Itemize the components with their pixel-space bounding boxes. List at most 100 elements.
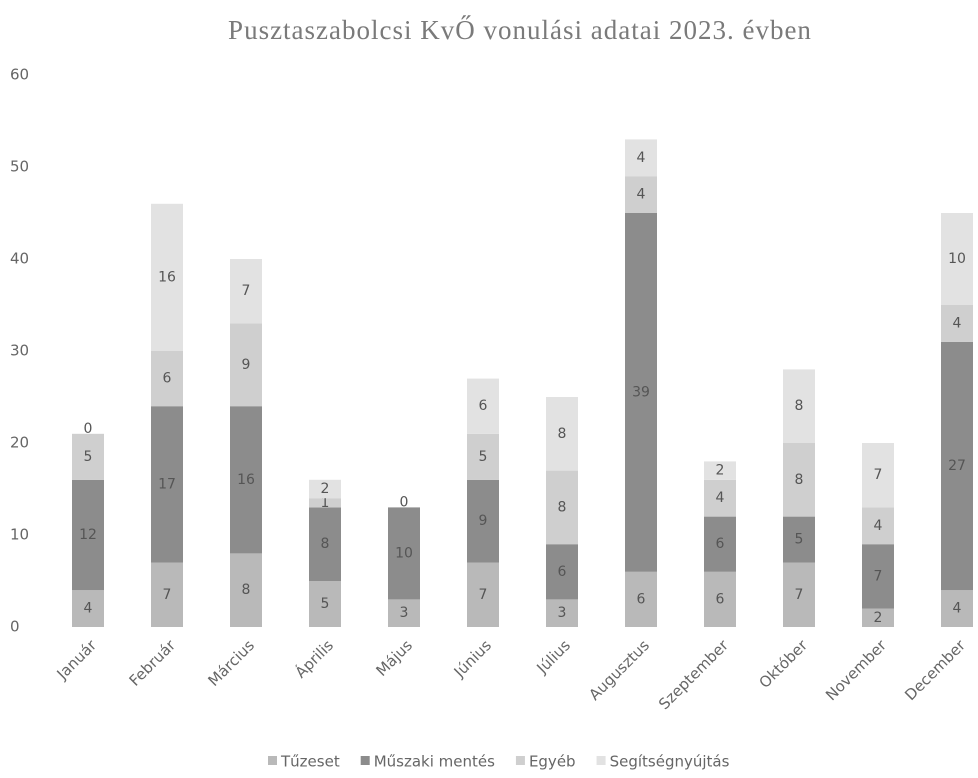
bar-segment bbox=[230, 259, 262, 324]
data-label: 5 bbox=[795, 532, 804, 548]
bar-segment bbox=[704, 461, 736, 480]
bar-segment bbox=[625, 176, 657, 213]
bar-segment bbox=[783, 443, 815, 517]
y-tick-label: 0 bbox=[10, 618, 20, 636]
bar-segment bbox=[783, 562, 815, 627]
bar-segment bbox=[625, 213, 657, 572]
bar-segment bbox=[388, 507, 420, 600]
data-label: 27 bbox=[948, 458, 966, 474]
legend-swatch bbox=[515, 756, 525, 765]
data-label: 10 bbox=[948, 251, 966, 267]
data-label: 5 bbox=[321, 596, 330, 612]
data-label: 7 bbox=[874, 467, 883, 483]
data-label: 8 bbox=[795, 472, 804, 488]
x-tick-label: Április bbox=[291, 635, 337, 681]
data-label: 4 bbox=[637, 187, 646, 203]
bar-segment bbox=[704, 571, 736, 627]
x-tick-label: Május bbox=[372, 636, 416, 680]
bar-segment bbox=[546, 397, 578, 471]
legend-label: Egyéb bbox=[529, 753, 576, 771]
bar-segment bbox=[72, 479, 104, 591]
data-label: 7 bbox=[163, 587, 172, 603]
x-tick-label: November bbox=[822, 636, 890, 704]
data-label: 39 bbox=[632, 384, 650, 400]
bar-segment bbox=[151, 203, 183, 351]
data-label: 7 bbox=[795, 587, 804, 603]
legend-label: Segítségnyújtás bbox=[610, 753, 730, 771]
bar-segment bbox=[941, 213, 973, 305]
data-label: 4 bbox=[84, 601, 93, 617]
data-label: 0 bbox=[400, 494, 409, 510]
bar-segment bbox=[862, 443, 894, 508]
bar-segment bbox=[309, 479, 341, 499]
data-label: 8 bbox=[795, 398, 804, 414]
bar-segment bbox=[704, 479, 736, 517]
data-label: 8 bbox=[558, 499, 567, 515]
data-label: 6 bbox=[558, 564, 567, 580]
data-label: 6 bbox=[637, 591, 646, 607]
bar-segment bbox=[467, 562, 499, 627]
data-label: 3 bbox=[400, 605, 409, 621]
data-label: 6 bbox=[479, 398, 488, 414]
x-tick-label: Június bbox=[450, 636, 495, 681]
data-label: 3 bbox=[558, 605, 567, 621]
bar-segment bbox=[151, 351, 183, 407]
x-tick-label: Szeptember bbox=[655, 636, 733, 714]
data-label: 17 bbox=[158, 476, 176, 492]
bar-segment bbox=[546, 470, 578, 545]
bar-segment bbox=[467, 378, 499, 434]
bar-segment bbox=[625, 571, 657, 627]
bar-segment bbox=[151, 406, 183, 563]
data-label: 7 bbox=[242, 283, 251, 299]
data-label: 6 bbox=[163, 371, 172, 387]
bar-segment bbox=[309, 581, 341, 627]
x-tick-label: Július bbox=[533, 636, 575, 678]
legend-swatch bbox=[360, 756, 370, 765]
bar-segment bbox=[862, 544, 894, 609]
bar-segment bbox=[783, 369, 815, 443]
bar-segment bbox=[388, 599, 420, 627]
bar-segment bbox=[941, 590, 973, 627]
data-label: 2 bbox=[716, 463, 725, 479]
x-tick-label: Október bbox=[756, 636, 812, 692]
data-label: 16 bbox=[158, 269, 176, 285]
bar-segment bbox=[467, 479, 499, 563]
bar-segment bbox=[72, 590, 104, 627]
x-tick-label: Március bbox=[204, 636, 258, 690]
y-tick-label: 40 bbox=[10, 250, 29, 268]
data-label: 2 bbox=[874, 610, 883, 626]
data-label: 5 bbox=[479, 449, 488, 465]
data-label: 6 bbox=[716, 591, 725, 607]
data-label: 4 bbox=[953, 315, 962, 331]
bar-segment bbox=[704, 516, 736, 572]
legend-label: Tűzeset bbox=[280, 753, 340, 771]
y-tick-label: 60 bbox=[10, 66, 29, 84]
bar-segment bbox=[467, 433, 499, 480]
chart-title: Pusztaszabolcsi KvŐ vonulási adatai 2023… bbox=[228, 15, 812, 45]
data-label: 7 bbox=[479, 587, 488, 603]
bar-segment bbox=[230, 553, 262, 627]
bar-segment bbox=[862, 608, 894, 627]
bar-segment bbox=[783, 516, 815, 563]
legend-swatch bbox=[596, 756, 606, 765]
data-label: 0 bbox=[84, 421, 93, 437]
data-label: 8 bbox=[321, 536, 330, 552]
data-label: 5 bbox=[84, 449, 93, 465]
bar-segment bbox=[862, 507, 894, 545]
x-tick-label: Január bbox=[53, 636, 101, 684]
data-label: 16 bbox=[237, 472, 255, 488]
data-label: 6 bbox=[716, 536, 725, 552]
data-label: 4 bbox=[716, 490, 725, 506]
y-tick-label: 50 bbox=[10, 158, 29, 176]
data-label: 8 bbox=[242, 582, 251, 598]
bar-segment bbox=[546, 544, 578, 600]
bar-segment bbox=[309, 498, 341, 508]
bar-segment bbox=[72, 433, 104, 480]
x-tick-label: Augusztus bbox=[585, 636, 653, 704]
data-label: 2 bbox=[321, 481, 330, 497]
data-label: 4 bbox=[637, 150, 646, 166]
data-label: 12 bbox=[79, 527, 97, 543]
data-label: 7 bbox=[874, 568, 883, 584]
data-label: 8 bbox=[558, 426, 567, 442]
data-label: 10 bbox=[395, 545, 413, 561]
